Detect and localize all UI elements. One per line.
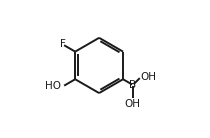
Text: B: B [129,80,136,90]
Text: F: F [60,39,66,49]
Text: OH: OH [125,99,141,109]
Text: HO: HO [46,81,62,91]
Text: OH: OH [141,72,157,82]
